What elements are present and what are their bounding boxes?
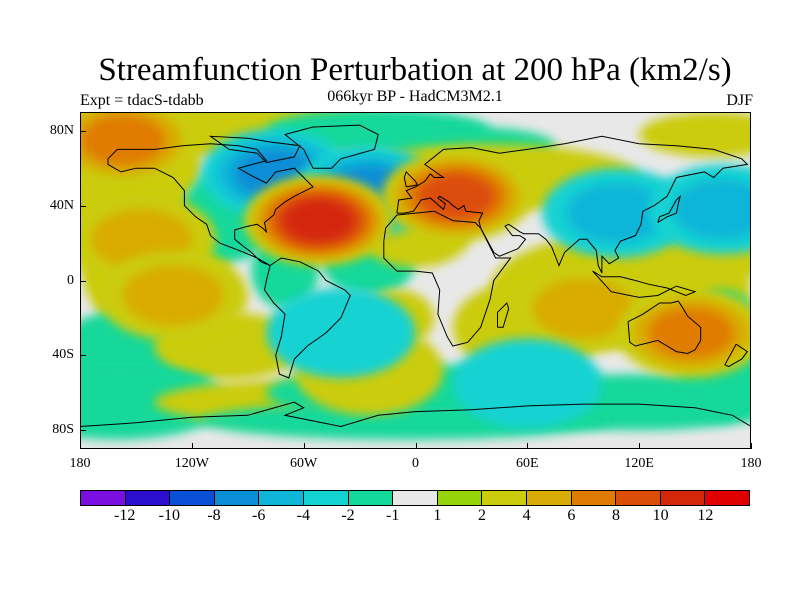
lon-tick-label: 120E <box>624 456 654 471</box>
lon-tick-mark <box>80 443 81 449</box>
season-label: DJF <box>726 92 753 109</box>
colorbar <box>80 490 750 506</box>
lat-tick-mark <box>80 280 86 282</box>
lat-tick-mark <box>80 130 86 132</box>
contour-region <box>532 278 634 339</box>
lat-tick-mark <box>80 430 86 432</box>
lon-tick-mark <box>527 443 529 449</box>
lon-tick-label: 180 <box>740 456 762 471</box>
colorbar-label: 4 <box>522 507 531 524</box>
colorbar-swatch <box>482 491 527 505</box>
colorbar-label: 8 <box>612 507 620 524</box>
colorbar-swatch <box>437 491 483 505</box>
contour-region <box>452 338 602 429</box>
map-panel <box>80 112 751 449</box>
colorbar-swatch <box>393 491 438 505</box>
coastline <box>263 257 351 379</box>
lat-tick-label: 0 <box>67 272 74 288</box>
plot-title: Streamfunction Perturbation at 200 hPa (… <box>98 52 732 88</box>
colorbar-label: 2 <box>478 507 486 524</box>
colorbar-swatch <box>170 491 215 505</box>
contour-region <box>672 179 751 240</box>
coastline <box>80 401 751 428</box>
colorbar-swatch <box>125 491 171 505</box>
lon-tick-label: 60E <box>516 456 539 471</box>
colorbar-label: -4 <box>296 507 310 524</box>
colorbar-label: 6 <box>567 507 576 524</box>
colorbar-label: -2 <box>341 507 355 524</box>
coastline <box>497 302 510 328</box>
lon-tick-label: 120W <box>174 456 209 471</box>
lon-tick-mark <box>751 443 752 449</box>
lon-tick-label: 180 <box>69 456 91 471</box>
colorbar-swatch <box>616 491 661 505</box>
lon-tick-mark <box>639 443 641 449</box>
colorbar-swatch <box>259 491 304 505</box>
lon-tick-mark <box>415 443 417 449</box>
colorbar-swatch <box>214 491 260 505</box>
contour-region <box>566 183 668 244</box>
colorbar-label: -6 <box>251 507 266 524</box>
contour-region <box>282 199 355 242</box>
coastline <box>592 270 697 298</box>
colorbar-label: 1 <box>433 507 442 524</box>
lat-tick-mark <box>80 355 86 357</box>
colorbar-label: -8 <box>207 507 221 524</box>
experiment-label: Expt = tdacS-tdabb <box>80 92 204 109</box>
lat-tick-mark <box>80 205 86 207</box>
coastline <box>283 124 379 169</box>
coastline <box>208 135 301 163</box>
coastline <box>627 300 702 355</box>
colorbar-swatch <box>348 491 394 505</box>
colorbar-swatch <box>705 491 749 505</box>
field-layer <box>80 112 751 440</box>
lon-tick-mark <box>191 443 193 449</box>
lon-tick-label: 60W <box>290 456 318 471</box>
lat-tick-label: 40N <box>49 197 74 213</box>
colorbar-label: -12 <box>113 507 136 524</box>
colorbar-label: -10 <box>158 507 180 524</box>
plot-subtitle: 066kyr BP - HadCM3M2.1 <box>327 88 503 105</box>
colorbar-swatch <box>571 491 617 505</box>
colorbar-label: 10 <box>652 507 669 524</box>
colorbar-label: 12 <box>697 507 714 524</box>
colorbar-swatch <box>303 491 349 505</box>
coastline <box>396 135 749 274</box>
contour-region <box>639 112 751 157</box>
coastline <box>107 143 314 266</box>
coastline <box>724 343 749 368</box>
lat-tick-label: 80S <box>52 422 74 438</box>
map-svg <box>80 112 751 440</box>
coastline <box>383 210 512 347</box>
contour-region <box>80 364 230 440</box>
lat-tick-label: 40S <box>52 347 74 363</box>
colorbar-swatch <box>526 491 572 505</box>
contour-region <box>649 307 734 358</box>
contour-region <box>266 287 416 378</box>
lon-tick-label: 0 <box>412 456 419 471</box>
lon-tick-mark <box>303 443 305 449</box>
lat-tick-label: 80N <box>49 122 74 138</box>
coastline-layer <box>80 124 751 428</box>
coastline <box>657 194 682 223</box>
coastline <box>403 170 419 188</box>
contour-region <box>418 173 495 219</box>
colorbar-swatch <box>660 491 706 505</box>
colorbar-label: -1 <box>385 507 400 524</box>
contour-region <box>80 115 166 166</box>
colorbar-swatch <box>81 491 126 505</box>
contour-region <box>122 265 224 326</box>
